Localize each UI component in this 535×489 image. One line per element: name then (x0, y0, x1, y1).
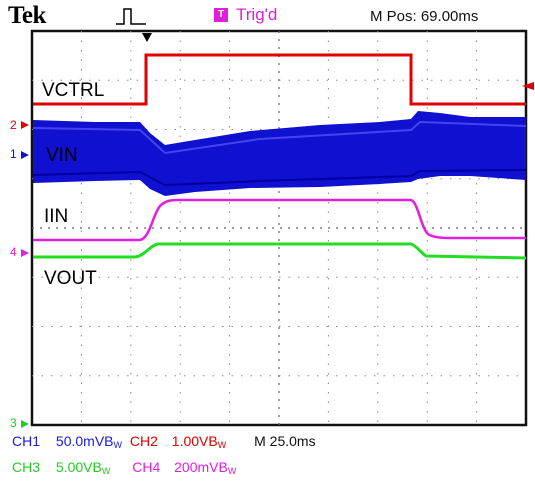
label-vout: VOUT (44, 268, 97, 289)
status-bar: Tek T Trig'd M Pos: 69.00ms (0, 0, 535, 32)
horizontal-position: M Pos: 69.00ms (370, 8, 479, 25)
trigger-badge: T (214, 8, 228, 22)
trace-vout (33, 242, 527, 260)
readout-row-1: CH1 50.0mVBW CH2 1.00VBW M 25.0ms (12, 433, 320, 450)
trigger-status: Trig'd (236, 5, 278, 24)
brand-logo: Tek (8, 2, 46, 29)
label-iin: IIN (44, 206, 69, 227)
trace-vin (33, 111, 526, 196)
ch3-marker: 3 (10, 416, 17, 430)
ch1-marker: 1 (10, 147, 17, 161)
ch1-name: CH1 (12, 433, 41, 449)
trigger-pulse-icon (116, 8, 146, 25)
readout-row-2: CH3 5.00VBW CH4 200mVBW (12, 459, 240, 476)
ch2-scale: 1.00VBW (171, 433, 227, 450)
timebase: M 25.0ms (254, 433, 316, 449)
ch3-scale: 5.00VBW (55, 459, 111, 476)
ch2-name: CH2 (129, 433, 158, 449)
ch1-scale: 50.0mVBW (55, 433, 122, 450)
ch2-marker: 2 (10, 118, 17, 132)
channel-markers: 2 1 4 3 (10, 118, 29, 430)
ch4-marker: 4 (10, 245, 17, 259)
ch3-name: CH3 (12, 459, 41, 475)
ch4-name: CH4 (132, 459, 161, 475)
graticule (30, 29, 528, 427)
ch4-scale: 200mVBW (174, 459, 237, 476)
trigger-position-icon[interactable] (142, 33, 152, 42)
trace-vctrl (33, 53, 526, 106)
label-vin: VIN (46, 145, 78, 166)
trace-iin (33, 198, 526, 242)
trigger-level-icon[interactable] (522, 82, 534, 90)
label-vctrl: VCTRL (42, 80, 105, 101)
